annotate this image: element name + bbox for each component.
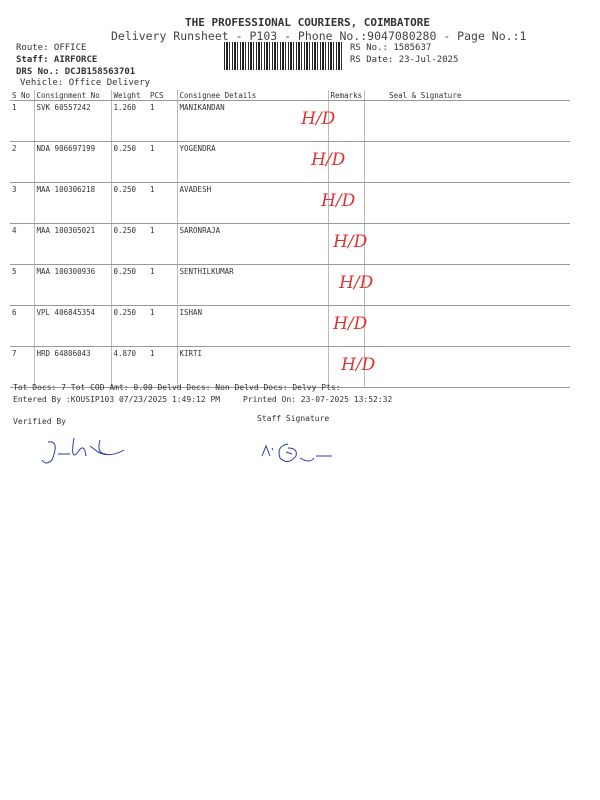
table-row: 3 MAA 100306218 0.250 1 AVADESH H/D [10, 182, 570, 224]
col-seal: Seal & Signature [364, 90, 570, 101]
cell-remarks [327, 346, 365, 388]
handwritten-hd: H/D [321, 191, 356, 211]
table-header: S No Consignment No Weight PCS Consignee… [10, 90, 570, 101]
cell-weight: 0.250 [110, 182, 148, 224]
route: Route: OFFICE [16, 43, 87, 53]
entered-by: Entered By :KOUSIP103 07/23/2025 1:49:12… [13, 395, 221, 404]
table-row: 4 MAA 100305021 0.250 1 SARONRAJA H/D [10, 223, 570, 265]
cell-consignment-no: SVK 60557242 [33, 100, 111, 142]
cell-seal-signature: H/D [339, 264, 570, 306]
cell-pcs: 1 [148, 264, 177, 306]
cell-sno: 4 [10, 223, 34, 265]
cell-remarks [327, 182, 365, 224]
cell-consignee: YOGENDRA [176, 141, 328, 183]
verified-by-label: Verified By [13, 417, 66, 426]
cell-sno: 3 [10, 182, 34, 224]
cell-sno: 5 [10, 264, 34, 306]
cell-remarks [327, 141, 365, 183]
cell-weight: 0.250 [110, 305, 148, 347]
col-sno: S No [10, 90, 34, 101]
cell-weight: 1.260 [110, 100, 148, 142]
table-row: 5 MAA 100300936 0.250 1 SENTHILKUMAR H/D [10, 264, 570, 306]
handwritten-hd: H/D [333, 232, 368, 252]
cell-consignment-no: MAA 100300936 [33, 264, 111, 306]
cell-pcs: 1 [148, 182, 177, 224]
cell-seal-signature: H/D [311, 141, 570, 183]
cell-seal-signature: H/D [321, 182, 570, 224]
cell-remarks [327, 223, 365, 265]
cell-pcs: 1 [148, 305, 177, 347]
cell-weight: 0.250 [110, 264, 148, 306]
barcode [224, 42, 342, 70]
handwritten-hd: H/D [339, 273, 374, 293]
cell-consignee: SARONRAJA [176, 223, 328, 265]
cell-consignment-no: VPL 406845354 [33, 305, 111, 347]
rs-number: RS No.: 1585637 [350, 43, 432, 53]
cell-pcs: 1 [148, 223, 177, 265]
rs-date: RS Date: 23-Jul-2025 [350, 55, 459, 65]
drs-number: DRS No.: DCJB158563701 [16, 67, 136, 77]
cell-sno: 1 [10, 100, 34, 142]
runsheet-table: S No Consignment No Weight PCS Consignee… [10, 90, 570, 388]
cell-consignee: KIRTI [176, 346, 328, 388]
staff-signature [261, 443, 332, 462]
cell-pcs: 1 [148, 141, 177, 183]
totals: Tot Docs: 7 Tot COD Amt: 0.00 Delvd Docs… [13, 383, 341, 392]
cell-pcs: 1 [148, 100, 177, 142]
cell-remarks [327, 305, 365, 347]
cell-weight: 0.250 [110, 223, 148, 265]
col-weight: Weight [110, 90, 148, 101]
cell-seal-signature: H/D [333, 305, 570, 347]
table-row: 6 VPL 406845354 0.250 1 ISHAN H/D [10, 305, 570, 347]
vehicle: Vehicle: Office Delivery [20, 78, 151, 88]
table-row: 7 HRD 64806043 4.870 1 KIRTI H/D [10, 346, 570, 388]
cell-pcs: 1 [148, 346, 177, 388]
cell-seal-signature: H/D [333, 223, 570, 265]
cell-consignment-no: MAA 100305021 [33, 223, 111, 265]
cell-sno: 6 [10, 305, 34, 347]
cell-consignment-no: NDA 906697199 [33, 141, 111, 183]
col-consignment: Consignment No [33, 90, 111, 101]
cell-seal-signature: H/D [341, 346, 570, 388]
verifier-signature [41, 437, 125, 464]
cell-consignee: MANIKANDAN [176, 100, 328, 142]
handwritten-hd: H/D [341, 355, 376, 375]
handwritten-hd: H/D [301, 109, 336, 129]
handwritten-hd: H/D [333, 314, 368, 334]
handwritten-hd: H/D [311, 150, 346, 170]
printed-on: Printed On: 23-07-2025 13:52:32 [243, 395, 393, 404]
col-consignee: Consignee Details [176, 90, 328, 101]
cell-consignment-no: MAA 100306218 [33, 182, 111, 224]
cell-sno: 7 [10, 346, 34, 388]
staff: Staff: AIRFORCE [16, 55, 98, 65]
cell-seal-signature: H/D [301, 100, 570, 142]
table-row: 1 SVK 60557242 1.260 1 MANIKANDAN H/D [10, 100, 570, 142]
cell-consignee: AVADESH [176, 182, 328, 224]
cell-consignee: ISHAN [176, 305, 328, 347]
cell-remarks [327, 100, 365, 142]
col-pcs: PCS [148, 90, 177, 101]
cell-consignee: SENTHILKUMAR [176, 264, 328, 306]
col-remarks: Remarks [327, 90, 365, 101]
staff-signature-label: Staff Signature [257, 414, 330, 423]
cell-weight: 4.870 [110, 346, 148, 388]
table-row: 2 NDA 906697199 0.250 1 YOGENDRA H/D [10, 141, 570, 183]
cell-remarks [327, 264, 365, 306]
cell-sno: 2 [10, 141, 34, 183]
cell-weight: 0.250 [110, 141, 148, 183]
runsheet-title: Delivery Runsheet - P103 - Phone No.:904… [111, 29, 527, 43]
cell-consignment-no: HRD 64806043 [33, 346, 111, 388]
company-title: THE PROFESSIONAL COURIERS, COIMBATORE [185, 16, 431, 29]
